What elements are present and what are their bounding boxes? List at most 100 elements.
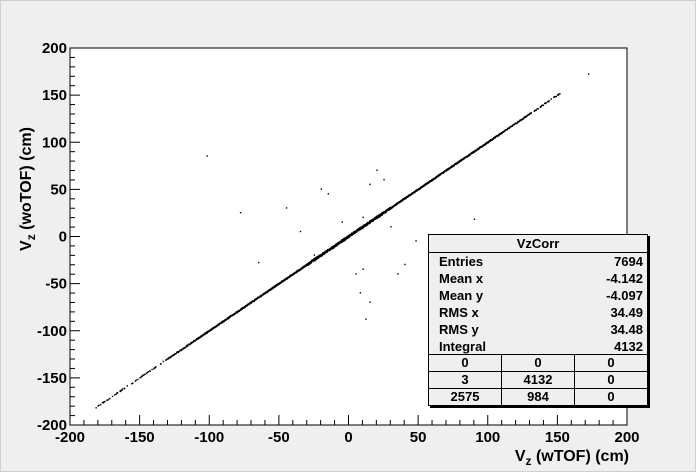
outlier-point [415,240,417,242]
data-point [347,236,350,239]
outlier-point [376,169,378,171]
data-point [259,296,261,298]
stat-label: Mean y [439,288,484,303]
data-point [384,211,387,213]
outlier-point [341,221,343,223]
outlier-point [588,73,590,75]
data-point [402,199,404,201]
x-axis-title-main: V [515,448,526,465]
data-point [144,373,146,375]
data-point [487,141,490,143]
x-tick-label: 0 [344,429,352,446]
data-point [337,243,340,245]
data-point [245,304,247,307]
data-point [228,316,230,318]
outlier-point [285,207,288,209]
data-point [361,227,363,229]
data-point [310,262,312,264]
data-point [135,379,137,381]
data-point [477,147,480,150]
stat-row-mean-x: Mean x -4.142 [429,270,647,287]
overflow-cell: 4132 [502,372,575,388]
data-point [290,275,292,277]
outlier-point [206,155,208,157]
data-point [526,114,529,117]
overflow-grid: 0 0 0 3 4132 0 2575 984 0 [429,354,647,405]
data-point [207,330,209,333]
y-axis-title-main: V [18,240,35,251]
data-points [95,73,590,409]
data-point [415,190,417,192]
stat-value: 34.48 [610,322,643,337]
stat-row-rms-x: RMS x 34.49 [429,304,647,321]
data-point [513,124,515,126]
overflow-cell: 2575 [429,389,502,405]
data-point [143,374,145,376]
stat-row-mean-y: Mean y -4.097 [429,287,647,304]
overflow-cell: 0 [502,355,575,371]
data-point [451,166,453,169]
data-point [297,270,299,272]
data-point [311,260,314,263]
data-point [369,222,371,224]
data-point [439,174,441,176]
data-point [341,241,343,243]
data-point [357,229,360,232]
x-tick-label: -200 [55,429,85,446]
outlier-point [390,226,392,228]
data-point [494,137,496,139]
data-point [463,158,465,160]
overflow-cell: 0 [429,355,502,371]
data-point [364,225,366,227]
y-tick-label: 200 [42,40,67,57]
stat-label: Entries [439,254,484,269]
data-point [498,134,500,136]
data-point [257,297,260,299]
data-point [246,305,248,307]
data-point [372,220,374,222]
data-point [547,101,550,103]
outlier-point [369,301,371,303]
y-tick-label: 50 [50,181,67,198]
data-point [280,282,282,284]
x-axis-title-sub: z [526,454,532,468]
data-point [193,340,195,343]
data-point [422,185,424,187]
data-point [123,387,126,390]
data-point [321,254,324,257]
stats-title: VzCorr [429,235,647,253]
outlier-point [473,218,476,220]
stat-label: RMS x [439,305,479,320]
data-point [241,308,243,310]
data-point [359,227,361,229]
data-point [375,217,378,219]
data-point [313,260,315,262]
data-point [332,247,334,249]
data-point [114,394,116,396]
y-tick-label: -50 [45,276,67,293]
data-point [514,123,516,125]
data-point [185,346,187,348]
data-point [109,397,111,400]
data-point [555,95,557,98]
data-point [313,258,315,260]
data-point [520,119,522,121]
data-point [393,205,395,207]
data-point [178,350,181,352]
data-point [356,231,358,233]
data-point [524,115,526,118]
data-point [137,378,139,381]
y-tick-label: 150 [42,87,67,104]
data-point [240,309,242,311]
data-point [378,214,381,217]
data-point [170,355,173,357]
data-point [175,353,177,355]
data-point [320,255,322,258]
data-point [103,401,105,403]
data-point [262,294,264,296]
data-point [435,176,437,179]
data-point [183,347,185,350]
data-point [126,385,128,387]
data-point [473,151,475,153]
